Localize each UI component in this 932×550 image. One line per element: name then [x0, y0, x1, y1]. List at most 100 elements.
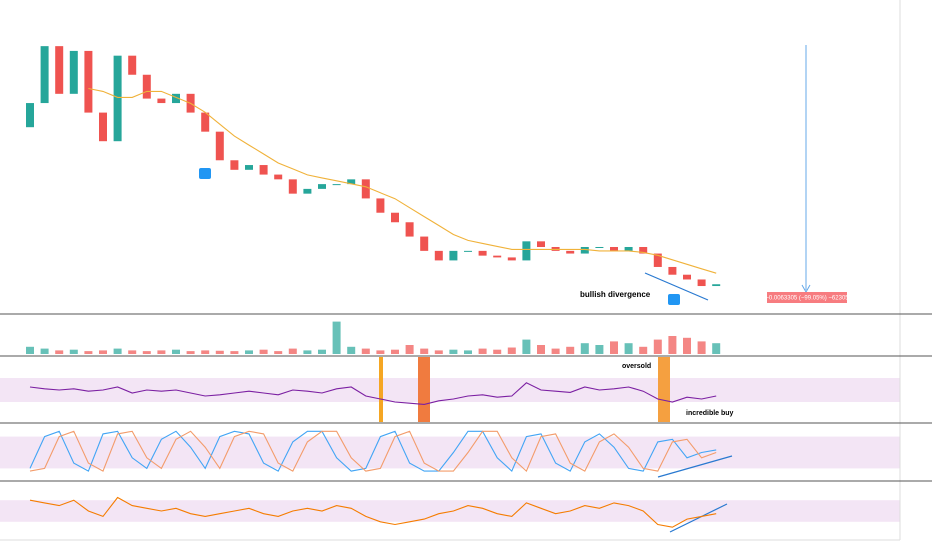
candle: [26, 103, 34, 128]
volume-bar: [507, 347, 516, 354]
divergence-line: [657, 455, 733, 478]
volume-bar: [26, 346, 34, 354]
candle: [201, 112, 210, 132]
candle: [318, 184, 326, 189]
candle: [391, 212, 399, 223]
candle: [55, 46, 64, 94]
volume-bar: [259, 349, 268, 354]
candle: [537, 241, 545, 247]
candle: [580, 246, 589, 254]
candle: [99, 112, 107, 142]
candle: [639, 246, 648, 254]
volume-bar: [201, 350, 210, 354]
volume-bar: [99, 350, 107, 354]
candle: [274, 174, 283, 180]
volume-bar: [478, 348, 487, 354]
candle: [464, 250, 472, 252]
candle: [84, 50, 93, 113]
candle: [259, 165, 268, 175]
candle: [420, 236, 429, 251]
measure-label: −0.0063305 (−99.05%) −62305: [765, 296, 849, 302]
volume-bar: [449, 349, 458, 354]
candle: [478, 250, 487, 256]
candle: [69, 50, 78, 94]
candle: [288, 179, 297, 194]
band: [0, 500, 900, 522]
series-line: [29, 430, 717, 473]
volume-bar: [697, 341, 706, 354]
candle: [668, 266, 677, 275]
volume-bar: [551, 348, 560, 354]
candle: [142, 74, 151, 99]
volume-bar: [624, 343, 633, 354]
candle: [303, 188, 312, 194]
candle: [230, 160, 239, 170]
volume-bar: [668, 336, 677, 354]
volume-bar: [464, 350, 472, 354]
highlight-zone: [379, 357, 383, 422]
candle: [405, 222, 414, 237]
volume-bar: [580, 343, 589, 354]
candle: [522, 241, 531, 261]
volume-bar: [420, 348, 429, 354]
volume-bar: [230, 351, 239, 354]
volume-bar: [434, 350, 443, 354]
candle: [113, 55, 122, 142]
volume-bar: [318, 349, 326, 354]
candle: [697, 279, 706, 287]
volume-bar: [288, 348, 297, 354]
candle: [595, 246, 604, 248]
volume-bar: [215, 350, 224, 354]
volume-bar: [712, 343, 721, 354]
volume-bar: [128, 350, 137, 354]
volume-bar: [537, 345, 545, 354]
candle: [434, 250, 443, 261]
candle: [507, 257, 516, 261]
volume-bar: [172, 349, 180, 354]
band: [0, 436, 900, 469]
candle: [40, 46, 49, 104]
volume-bar: [522, 339, 531, 354]
divergence-line: [669, 503, 728, 533]
volume-bar: [157, 350, 166, 354]
candle: [347, 179, 356, 185]
candle: [361, 179, 370, 199]
event-badge[interactable]: [668, 294, 680, 305]
volume-bar: [113, 348, 122, 354]
candle: [245, 165, 253, 170]
annotation: oversold: [622, 363, 651, 370]
annotation: bullish divergence: [580, 290, 651, 299]
volume-bar: [245, 350, 253, 354]
volume-bar: [40, 348, 49, 354]
candle: [653, 253, 662, 267]
volume-bar: [361, 348, 370, 354]
candle: [624, 246, 633, 251]
event-badge[interactable]: [199, 168, 211, 179]
annotation: incredible buy: [686, 410, 734, 417]
volume-bar: [69, 349, 78, 354]
measure-box: [767, 292, 847, 303]
candle: [172, 93, 180, 104]
candle: [712, 284, 721, 287]
highlight-zone: [658, 357, 670, 422]
series-line: [29, 430, 717, 473]
candle: [332, 184, 341, 186]
volume-bar: [405, 345, 414, 354]
volume-bar: [347, 346, 356, 354]
volume-bar: [391, 349, 399, 354]
volume-bar: [610, 341, 618, 354]
candle: [493, 255, 502, 258]
volume-bar: [274, 351, 283, 354]
candle: [376, 198, 385, 213]
series-line: [29, 496, 717, 528]
candle: [683, 274, 691, 280]
candle: [566, 250, 575, 254]
series-line: [88, 87, 717, 274]
volume-bar: [493, 349, 502, 354]
volume-bar: [376, 350, 385, 354]
volume-bar: [653, 339, 662, 354]
series-line: [29, 382, 717, 405]
volume-bar: [566, 346, 575, 354]
